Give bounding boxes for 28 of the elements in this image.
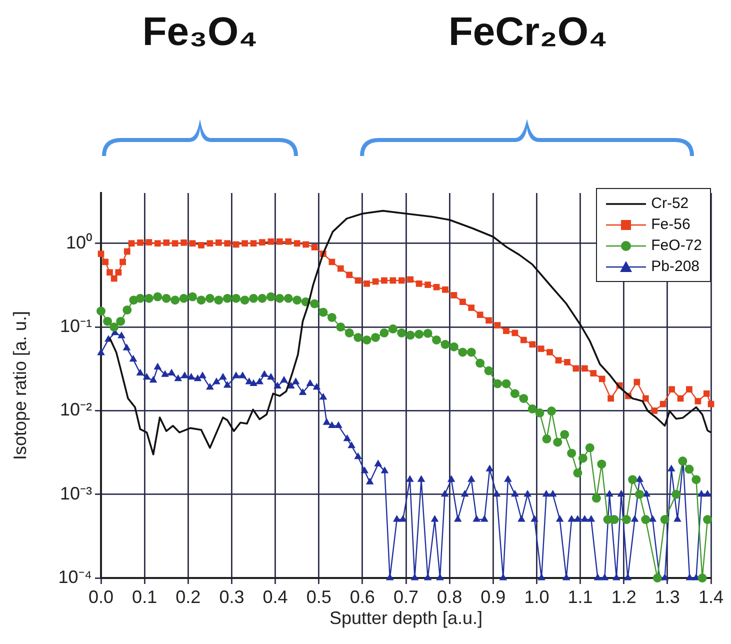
x-tick-label: 1.0 <box>524 586 550 607</box>
x-tick-label: 0.3 <box>219 586 244 607</box>
x-axis-title: Sputter depth [a.u.] <box>329 608 483 628</box>
x-tick-label: 0.5 <box>306 586 332 607</box>
x-tick-label: 0.4 <box>262 586 288 607</box>
x-tick-label: 0.2 <box>176 586 201 607</box>
x-tick-label: 0.0 <box>88 586 114 607</box>
legend-label: FeO-72 <box>651 237 702 254</box>
legend-label: Pb-208 <box>651 258 700 275</box>
legend-label: Fe-56 <box>651 216 690 233</box>
x-tick-label: 0.6 <box>350 586 375 607</box>
x-tick-label: 1.4 <box>698 586 724 607</box>
x-tick-label: 0.7 <box>393 586 419 607</box>
y-tick-label: 10⁰ <box>66 232 92 252</box>
y-tick-label: 10⁻¹ <box>60 316 92 336</box>
text: FeCr₂O₄ <box>448 10 608 55</box>
x-tick-label: 0.8 <box>437 586 462 607</box>
y-axis-title: Isotope ratio [a. u.] <box>10 310 30 460</box>
x-tick-label: 0.9 <box>480 586 506 607</box>
x-tick-label: 1.2 <box>611 586 636 607</box>
x-tick-label: 1.1 <box>568 586 593 607</box>
x-tick-label: 0.1 <box>132 586 158 607</box>
y-tick-label: 10⁻³ <box>60 483 92 504</box>
x-tick-label: 1.3 <box>654 586 680 607</box>
text: Fe₃O₄ <box>142 10 258 55</box>
legend-label: Cr-52 <box>651 195 689 212</box>
y-tick-label: 10⁻⁴ <box>58 566 92 587</box>
y-tick-label: 10⁻² <box>60 400 92 420</box>
